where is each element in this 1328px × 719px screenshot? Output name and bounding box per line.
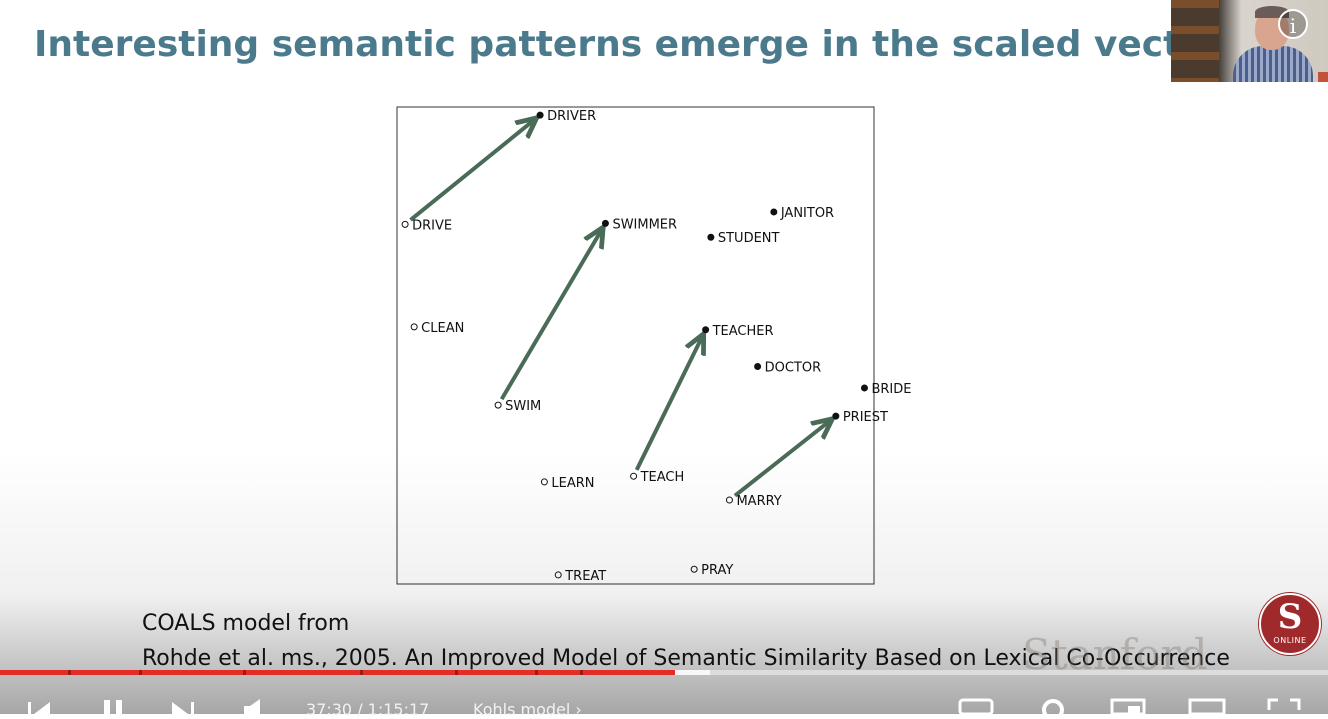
- point-treat: TREAT: [554, 569, 606, 584]
- badge-letter: S: [1277, 597, 1303, 637]
- point-marker: [725, 496, 733, 504]
- point-label: JANITOR: [780, 206, 834, 221]
- previous-icon[interactable]: [26, 680, 54, 714]
- arrow-drive-to-driver: [409, 119, 536, 222]
- point-learn: LEARN: [540, 476, 595, 491]
- point-label: DOCTOR: [765, 360, 822, 375]
- point-clean: CLEAN: [410, 321, 464, 336]
- chapter-marker: [68, 670, 71, 675]
- caption-line-2: Rohde et al. ms., 2005. An Improved Mode…: [142, 646, 1230, 671]
- webcam-corner: [1318, 72, 1328, 82]
- pause-icon[interactable]: [100, 680, 128, 714]
- point-marker: [770, 208, 778, 216]
- point-marker: [554, 571, 562, 579]
- point-marker: [540, 478, 548, 486]
- badge-label: ONLINE: [1273, 636, 1307, 645]
- point-swimmer: SWIMMER: [601, 217, 677, 232]
- point-bride: BRIDE: [860, 382, 911, 397]
- point-label: LEARN: [551, 476, 594, 491]
- point-label: STUDENT: [718, 231, 780, 246]
- slide-title: Interesting semantic patterns emerge in …: [34, 24, 1245, 65]
- point-label: MARRY: [736, 494, 781, 509]
- point-marker: [401, 220, 409, 228]
- chevron-right-icon: ›: [575, 700, 582, 719]
- point-marker: [702, 326, 710, 334]
- chapter-marker: [535, 670, 538, 675]
- chapter-marker: [360, 670, 363, 675]
- stanford-online-badge[interactable]: S ONLINE: [1259, 593, 1321, 655]
- point-label: CLEAN: [421, 321, 464, 336]
- chapter-marker: [243, 670, 246, 675]
- point-label: SWIM: [505, 399, 541, 414]
- point-label: BRIDE: [871, 382, 911, 397]
- point-marker: [536, 111, 544, 119]
- point-label: TREAT: [564, 569, 606, 584]
- player-controls: 37:30 / 1:15:17 Kohls model ›: [0, 680, 1328, 719]
- arrow-swim-to-swimmer: [499, 229, 603, 401]
- point-teach: TEACH: [630, 470, 685, 485]
- subtitles-icon[interactable]: [958, 680, 994, 714]
- point-marker: [690, 565, 698, 573]
- point-marker: [410, 323, 418, 331]
- fullscreen-icon[interactable]: [1266, 680, 1302, 714]
- point-label: PRAY: [701, 563, 733, 578]
- theater-mode-icon[interactable]: [1188, 680, 1226, 714]
- chapter-marker: [580, 670, 583, 675]
- progress-buffered: [675, 670, 710, 675]
- info-icon[interactable]: i: [1278, 9, 1308, 39]
- point-marry: MARRY: [725, 494, 782, 509]
- point-marker: [707, 233, 715, 241]
- point-label: SWIMMER: [612, 217, 677, 232]
- miniplayer-icon[interactable]: [1110, 680, 1146, 714]
- point-label: PRIEST: [843, 410, 888, 425]
- point-label: TEACH: [640, 470, 685, 485]
- point-pray: PRAY: [690, 563, 733, 578]
- arrow-teach-to-teacher: [634, 335, 703, 471]
- point-label: DRIVE: [412, 218, 452, 233]
- progress-bar[interactable]: [0, 670, 1328, 675]
- point-teacher: TEACHER: [702, 324, 774, 339]
- bookshelf: [1171, 0, 1219, 82]
- point-marker: [601, 219, 609, 227]
- volume-icon[interactable]: [242, 680, 272, 714]
- arrows-layer: [409, 119, 832, 498]
- caption-line-1: COALS model from: [142, 611, 350, 636]
- point-student: STUDENT: [707, 231, 780, 246]
- point-marker: [494, 401, 502, 409]
- settings-gear-icon[interactable]: [1036, 680, 1070, 714]
- progress-played: [0, 670, 675, 675]
- point-marker: [754, 362, 762, 370]
- chapter-marker: [139, 670, 142, 675]
- chapter-title-text: Kohls model: [473, 700, 571, 719]
- chapter-marker: [455, 670, 458, 675]
- chapter-title[interactable]: Kohls model ›: [473, 700, 582, 719]
- arrow-marry-to-priest: [733, 420, 831, 498]
- point-priest: PRIEST: [832, 410, 888, 425]
- point-label: TEACHER: [712, 324, 774, 339]
- plot-frame: [396, 106, 875, 585]
- point-swim: SWIM: [494, 399, 541, 414]
- point-drive: DRIVE: [401, 218, 452, 233]
- point-doctor: DOCTOR: [754, 360, 822, 375]
- presenter-shirt: [1233, 46, 1313, 82]
- point-driver: DRIVER: [536, 109, 596, 124]
- point-janitor: JANITOR: [770, 206, 834, 221]
- stanford-watermark: Stanford: [1022, 630, 1208, 679]
- time-display: 37:30 / 1:15:17: [306, 700, 430, 719]
- point-marker: [860, 384, 868, 392]
- next-icon[interactable]: [170, 680, 198, 714]
- point-marker: [832, 412, 840, 420]
- point-marker: [630, 472, 638, 480]
- point-label: DRIVER: [547, 109, 596, 124]
